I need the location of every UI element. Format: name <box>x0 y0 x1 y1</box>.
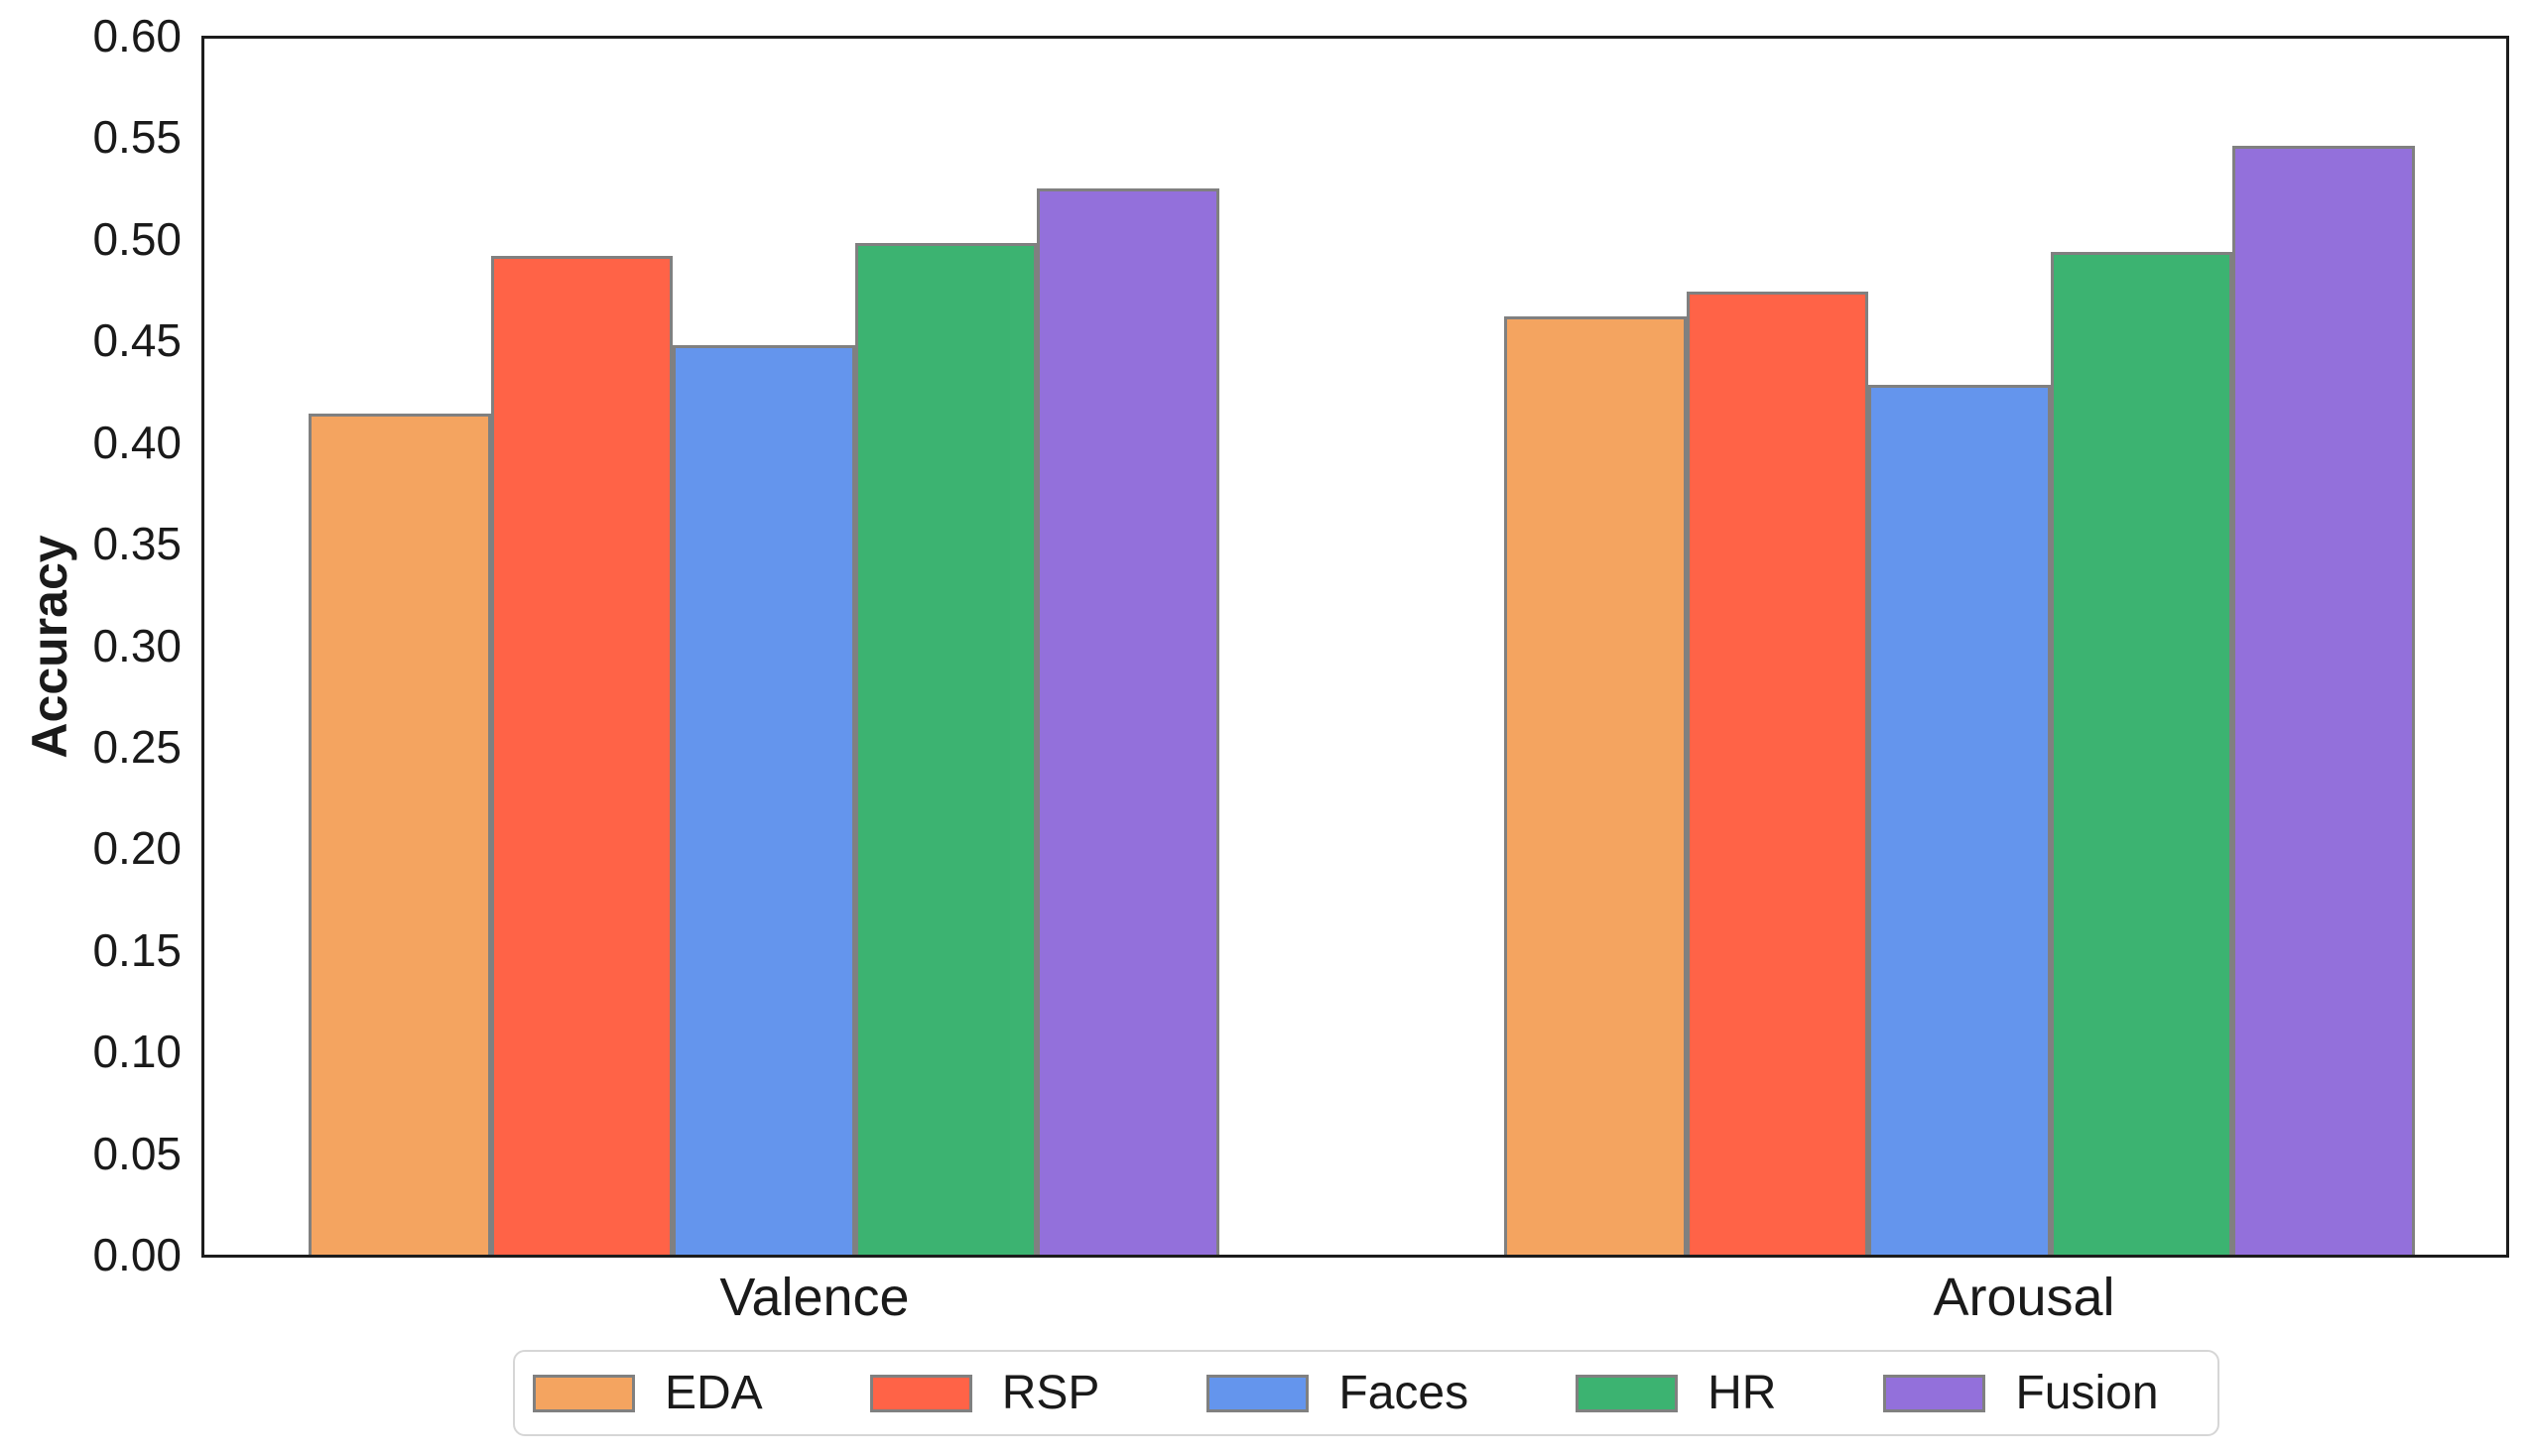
legend-item-rsp: RSP <box>869 1366 1100 1419</box>
legend-item-hr: HR <box>1576 1366 1777 1419</box>
legend-label: RSP <box>1001 1366 1100 1419</box>
legend-swatch-faces <box>1206 1374 1310 1412</box>
legend-swatch-eda <box>533 1374 635 1412</box>
y-tick-label: 0.55 <box>92 111 182 164</box>
legend-swatch-hr <box>1576 1374 1679 1412</box>
y-tick-label: 0.05 <box>92 1127 182 1179</box>
x-tick-label-valence: Valence <box>719 1268 910 1327</box>
bar-valence-hr <box>854 243 1038 1255</box>
y-tick-label: 0.45 <box>92 314 182 367</box>
bar-arousal-hr <box>2050 251 2233 1255</box>
bar-valence-eda <box>309 414 491 1255</box>
y-tick-label: 0.60 <box>92 10 182 61</box>
legend: EDA RSP Faces HR Fusion <box>513 1350 2219 1436</box>
bars-container <box>204 39 2506 1255</box>
y-tick-label: 0.25 <box>92 720 182 773</box>
y-tick-label: 0.20 <box>92 822 182 875</box>
x-tick-label-arousal: Arousal <box>1933 1268 2115 1327</box>
legend-swatch-rsp <box>869 1374 972 1412</box>
y-tick-label: 0.30 <box>92 619 182 671</box>
y-tick-label: 0.50 <box>92 212 182 265</box>
bar-valence-faces <box>673 344 855 1255</box>
legend-swatch-fusion <box>1883 1374 1986 1412</box>
y-tick-label: 0.15 <box>92 923 182 976</box>
y-tick-label: 0.35 <box>92 518 182 570</box>
bar-arousal-rsp <box>1686 292 1869 1255</box>
bar-valence-fusion <box>1037 188 1219 1255</box>
legend-item-fusion: Fusion <box>1883 1366 2159 1419</box>
y-tick-label: 0.10 <box>92 1026 182 1078</box>
legend-item-eda: EDA <box>533 1366 763 1419</box>
bar-valence-rsp <box>490 255 674 1255</box>
y-tick-label: 0.40 <box>92 416 182 468</box>
bar-arousal-eda <box>1504 315 1687 1255</box>
bar-arousal-fusion <box>2232 146 2415 1255</box>
legend-item-faces: Faces <box>1206 1366 1469 1419</box>
plot-area <box>201 36 2509 1258</box>
bar-arousal-faces <box>1868 385 2051 1255</box>
legend-label: Fusion <box>2015 1366 2159 1419</box>
legend-label: EDA <box>665 1366 763 1419</box>
y-tick-label: 0.00 <box>92 1229 182 1280</box>
legend-label: Faces <box>1338 1366 1469 1419</box>
legend-label: HR <box>1707 1366 1777 1419</box>
